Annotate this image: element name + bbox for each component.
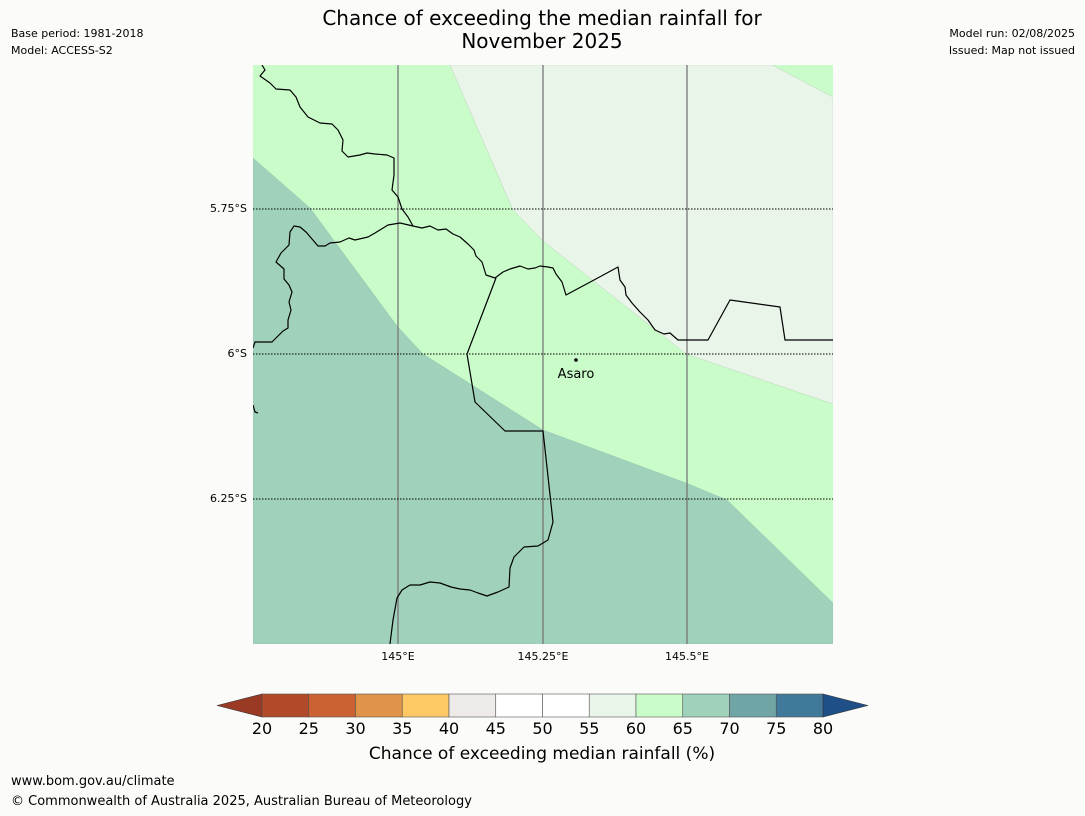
colorbar-tick-label: 55: [579, 719, 600, 738]
lon-label-145-5e: 145.5°E: [665, 650, 709, 663]
meta-left: Base period: 1981-2018 Model: ACCESS-S2: [11, 25, 143, 59]
colorbar-tick-label: 45: [485, 719, 506, 738]
colorbar-swatch: [729, 693, 777, 718]
colorbar-tick-label: 40: [438, 719, 460, 738]
issued-status: Issued: Map not issued: [948, 44, 1075, 57]
lat-label-6s: 6°S: [227, 347, 247, 360]
colorbar-tick-label: 35: [392, 719, 413, 738]
colorbar-under-arrow: [216, 693, 263, 718]
colorbar-tick-label: 65: [672, 719, 693, 738]
lon-label-145e: 145°E: [381, 650, 415, 663]
title-line-2: November 2025: [461, 29, 623, 53]
administrative-boundaries: [253, 65, 833, 644]
colorbar-swatch: [542, 693, 590, 718]
model-run: Model run: 02/08/2025: [949, 27, 1075, 40]
probability-band-55-60: [449, 65, 833, 405]
colorbar-swatch: [261, 693, 310, 718]
colorbar-tick-label: 50: [532, 719, 553, 738]
footer-copyright: © Commonwealth of Australia 2025, Austra…: [11, 794, 472, 809]
colorbar-swatch: [775, 693, 824, 718]
colorbar-tick-label: 60: [625, 719, 647, 738]
base-period: Base period: 1981-2018: [11, 27, 144, 40]
meta-right: Model run: 02/08/2025 Issued: Map not is…: [949, 25, 1075, 59]
model-name: Model: ACCESS-S2: [11, 44, 113, 57]
place-marker: [574, 358, 578, 362]
colorbar-swatch: [448, 693, 497, 718]
footer-url: www.bom.gov.au/climate: [11, 774, 175, 789]
colorbar-swatch: [635, 693, 684, 718]
colorbar-swatch: [495, 693, 543, 718]
colorbar-tick-label: 30: [345, 719, 366, 738]
colorbar-tick-label: 25: [298, 719, 319, 738]
colorbar-swatch: [588, 693, 637, 718]
colorbar-swatch: [308, 693, 356, 718]
colorbar-tick-label: 70: [719, 719, 740, 738]
lat-label-6-25s: 6.25°S: [210, 492, 247, 505]
colorbar-tick-label: 20: [251, 719, 273, 738]
longitude-gridlines: [397, 65, 688, 644]
colorbar-tick-label: 80: [812, 719, 834, 738]
colorbar-over-arrow: [822, 693, 869, 718]
lon-label-145-25e: 145.25°E: [517, 650, 569, 663]
colorbar-label: Chance of exceeding median rainfall (%): [368, 744, 716, 764]
colorbar-swatch: [682, 693, 730, 718]
colorbar: [216, 693, 869, 718]
colorbar-tick-label: 75: [766, 719, 787, 738]
place-label: Asaro: [558, 367, 595, 382]
latitude-gridlines: [253, 208, 833, 500]
colorbar-swatch: [401, 693, 450, 718]
map-title: Chance of exceeding the median rainfall …: [242, 7, 842, 53]
lat-label-5-75s: 5.75°S: [210, 202, 247, 215]
title-line-1: Chance of exceeding the median rainfall …: [322, 6, 762, 30]
colorbar-swatch: [355, 693, 403, 718]
